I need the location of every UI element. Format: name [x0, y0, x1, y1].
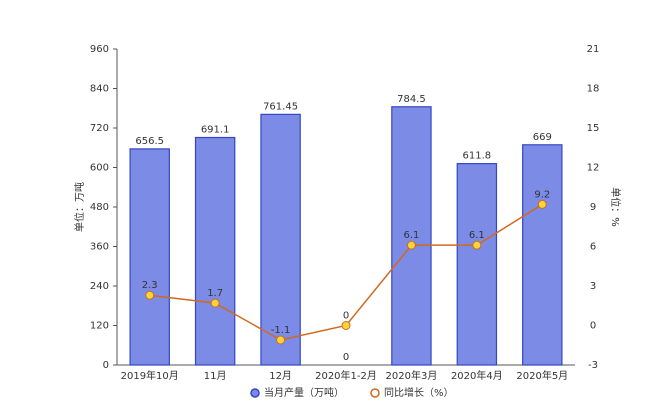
line-value-label: -1.1: [271, 325, 291, 336]
line-marker: [406, 240, 416, 250]
y2-tick-label: 18: [587, 84, 600, 95]
line-marker: [341, 321, 351, 330]
x-tick-label: 2020年4月: [451, 369, 503, 382]
y2-tick-label: 6: [590, 242, 596, 253]
y-tick-label: 120: [90, 321, 109, 332]
line-marker: [472, 240, 482, 250]
y2-axis-title: 单位：%: [609, 187, 622, 227]
y2-tick-label: 15: [587, 123, 600, 134]
x-tick-label: 12月: [269, 370, 292, 382]
y2-tick-label: 9: [590, 202, 596, 213]
y-tick-label: 240: [90, 281, 109, 292]
line-marker: [276, 335, 286, 345]
y2-tick-label: 21: [587, 44, 600, 55]
bar-value-label: 611.8: [463, 151, 492, 162]
line-value-label: 6.1: [469, 230, 485, 241]
line-value-label: 1.7: [207, 288, 223, 299]
line-value-label: 0: [343, 311, 349, 322]
x-tick-label: 2020年5月: [516, 369, 568, 382]
bar-value-label: 761.45: [263, 101, 298, 112]
line-value-label: 6.1: [403, 230, 419, 241]
bar-value-label: 784.5: [397, 94, 426, 105]
y-tick-label: 360: [90, 242, 109, 253]
y-tick-label: 480: [90, 202, 109, 213]
bar-value-label: 0: [343, 352, 349, 363]
legend-label: 当月产量（万吨）: [264, 386, 344, 399]
y2-tick-label: -3: [588, 360, 598, 371]
bar-value-label: 691.1: [201, 125, 230, 136]
y-tick-label: 840: [90, 84, 109, 95]
y2-tick-label: 3: [590, 281, 596, 292]
line-marker: [210, 298, 220, 308]
x-tick-label: 2019年10月: [121, 369, 179, 382]
x-tick-label: 2020年1-2月: [315, 369, 377, 382]
line-value-label: 9.2: [534, 189, 550, 200]
line-marker: [537, 199, 547, 209]
bar: [260, 113, 301, 366]
y2-tick-label: 0: [590, 321, 596, 332]
y2-tick-label: 12: [587, 163, 600, 174]
x-tick-label: 2020年3月: [386, 369, 438, 382]
line-marker: [145, 290, 155, 300]
bar-value-label: 669: [533, 132, 552, 143]
y-tick-label: 0: [103, 360, 109, 371]
line-value-label: 2.3: [142, 280, 158, 291]
legend-label: 同比增长（%）: [384, 386, 454, 399]
y-tick-label: 960: [90, 44, 109, 55]
bar: [456, 163, 498, 366]
bar: [129, 148, 170, 366]
bar: [391, 106, 432, 366]
y-tick-label: 720: [90, 123, 109, 134]
legend-marker: [370, 388, 380, 398]
x-tick-label: 11月: [204, 370, 227, 382]
bar: [522, 144, 563, 366]
legend-marker: [250, 388, 260, 398]
bar: [194, 136, 236, 366]
y-tick-label: 600: [90, 163, 109, 174]
bar-value-label: 656.5: [135, 136, 164, 147]
y-axis-title: 单位：万吨: [73, 182, 86, 232]
